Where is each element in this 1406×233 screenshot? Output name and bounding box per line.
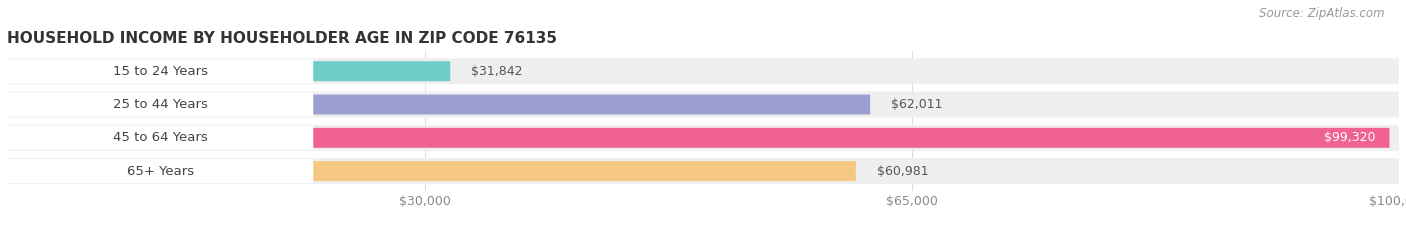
Text: 65+ Years: 65+ Years: [127, 164, 194, 178]
FancyBboxPatch shape: [7, 159, 314, 183]
FancyBboxPatch shape: [7, 59, 314, 83]
FancyBboxPatch shape: [7, 161, 856, 181]
FancyBboxPatch shape: [7, 158, 1399, 184]
FancyBboxPatch shape: [7, 93, 314, 116]
Text: 15 to 24 Years: 15 to 24 Years: [112, 65, 208, 78]
Text: $60,981: $60,981: [877, 164, 928, 178]
Text: $99,320: $99,320: [1324, 131, 1375, 144]
Text: $31,842: $31,842: [471, 65, 523, 78]
FancyBboxPatch shape: [7, 58, 1399, 84]
Text: $62,011: $62,011: [891, 98, 942, 111]
FancyBboxPatch shape: [7, 126, 314, 150]
FancyBboxPatch shape: [7, 92, 1399, 117]
Text: 45 to 64 Years: 45 to 64 Years: [112, 131, 208, 144]
Text: HOUSEHOLD INCOME BY HOUSEHOLDER AGE IN ZIP CODE 76135: HOUSEHOLD INCOME BY HOUSEHOLDER AGE IN Z…: [7, 31, 557, 46]
FancyBboxPatch shape: [7, 61, 450, 81]
Text: 25 to 44 Years: 25 to 44 Years: [112, 98, 208, 111]
FancyBboxPatch shape: [7, 95, 870, 114]
FancyBboxPatch shape: [7, 128, 1389, 148]
FancyBboxPatch shape: [7, 125, 1399, 151]
Text: Source: ZipAtlas.com: Source: ZipAtlas.com: [1260, 7, 1385, 20]
